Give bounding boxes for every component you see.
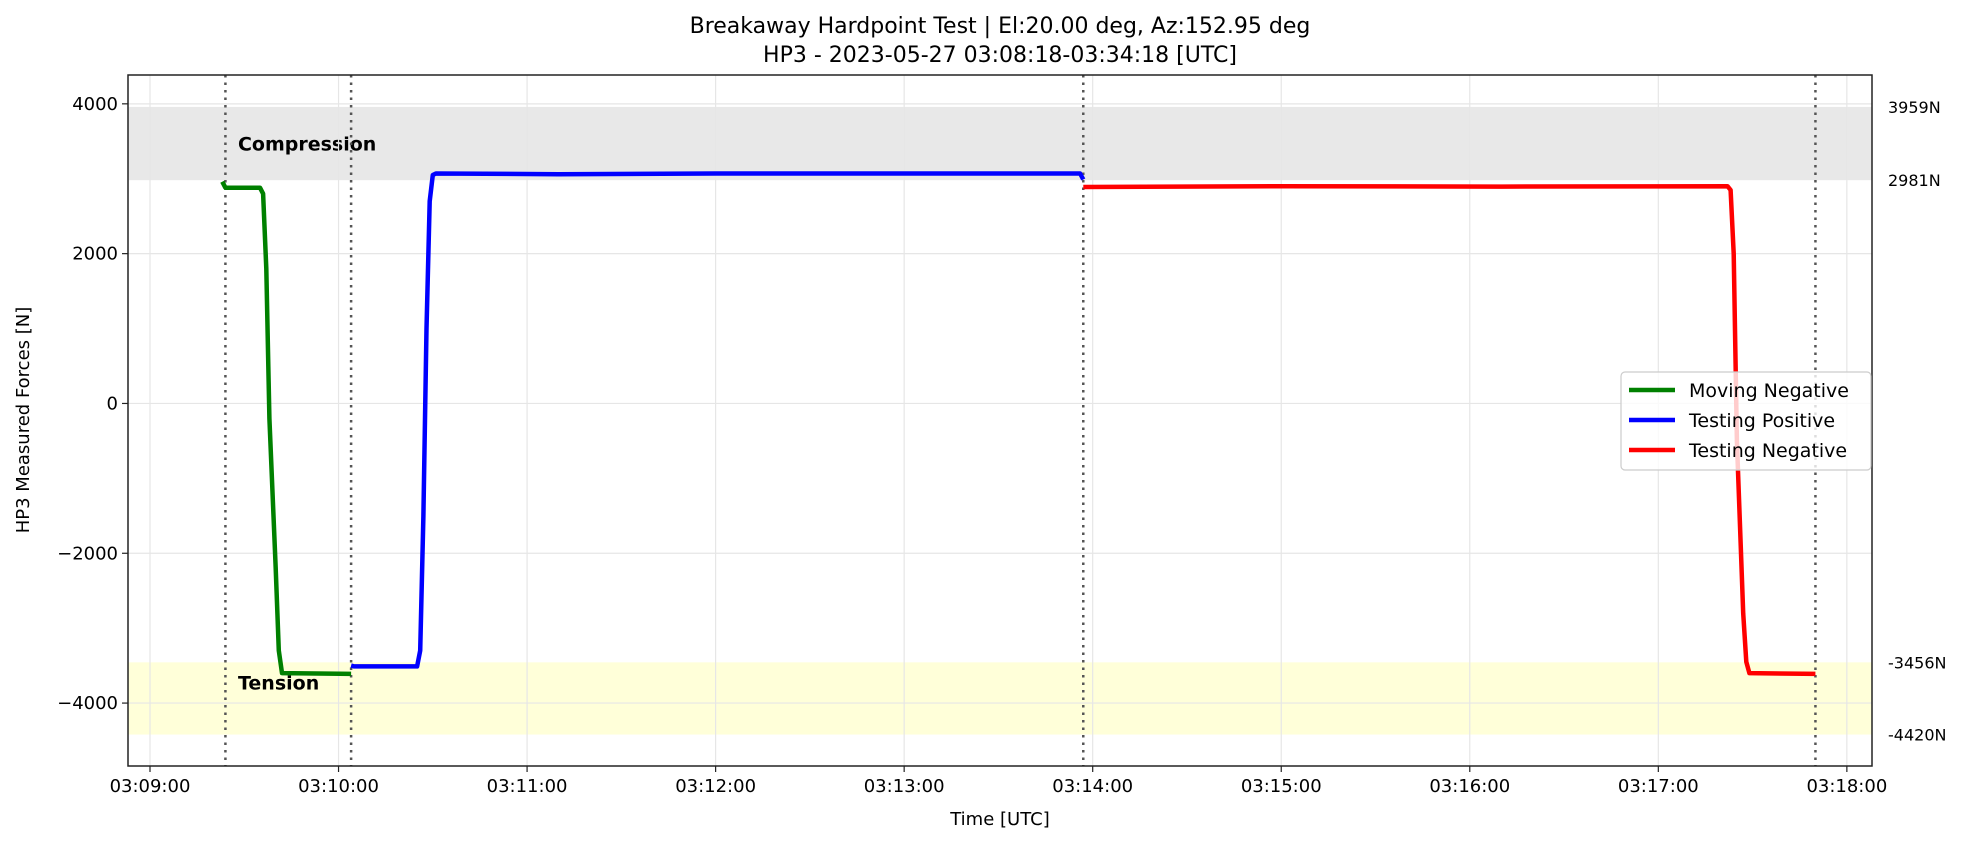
series-lines xyxy=(220,171,1816,677)
legend-label: Testing Negative xyxy=(1688,440,1847,462)
x-tick-label: 03:15:00 xyxy=(1241,776,1322,797)
y-tick-label: −2000 xyxy=(57,543,118,564)
x-tick-label: 03:17:00 xyxy=(1618,776,1699,797)
x-tick-label: 03:09:00 xyxy=(110,776,191,797)
y-tick-label: −4000 xyxy=(57,693,118,714)
band-compression xyxy=(128,106,1872,181)
chart-subtitle: HP3 - 2023-05-27 03:08:18-03:34:18 [UTC] xyxy=(763,43,1237,68)
legend-label: Testing Positive xyxy=(1688,410,1835,432)
series-line-moving-negative xyxy=(220,180,352,677)
right-label: -3456N xyxy=(1888,653,1946,672)
x-tick-label: 03:14:00 xyxy=(1052,776,1133,797)
band-tension xyxy=(128,662,1872,735)
right-label: -4420N xyxy=(1888,726,1946,745)
right-label: 2981N xyxy=(1888,171,1941,190)
right-label: 3959N xyxy=(1888,98,1941,117)
x-tick-label: 03:11:00 xyxy=(487,776,568,797)
legend-box xyxy=(1620,371,1872,471)
right-labels: 3959N 2981N -3456N -4420N xyxy=(1888,98,1946,745)
series-line-testing-positive xyxy=(350,171,1086,669)
y-ticks: 4000 2000 0 −2000 −4000 xyxy=(57,94,128,714)
x-axis-label: Time [UTC] xyxy=(949,809,1050,830)
x-tick-label: 03:16:00 xyxy=(1429,776,1510,797)
band-label: Compression xyxy=(238,133,376,155)
x-ticks: 03:09:00 03:10:00 03:11:00 03:12:00 03:13:00… xyxy=(110,766,1887,797)
x-tick-label: 03:13:00 xyxy=(864,776,945,797)
x-tick-label: 03:10:00 xyxy=(298,776,379,797)
y-tick-label: 0 xyxy=(107,393,118,414)
bands: Compression Tension xyxy=(128,106,1872,735)
grid xyxy=(128,75,1872,766)
chart-title: Breakaway Hardpoint Test | El:20.00 deg,… xyxy=(690,14,1311,39)
y-tick-label: 2000 xyxy=(72,244,118,265)
legend-label: Moving Negative xyxy=(1689,380,1849,402)
x-tick-label: 03:18:00 xyxy=(1806,776,1887,797)
y-tick-label: 4000 xyxy=(72,94,118,115)
plot-frame xyxy=(127,74,1873,767)
x-tick-label: 03:12:00 xyxy=(675,776,756,797)
band-label: Tension xyxy=(238,673,319,695)
legend: Moving Negative Testing Positive Testing N… xyxy=(1620,371,1872,471)
series-line-testing-negative xyxy=(1083,183,1816,677)
y-axis-label: HP3 Measured Forces [N] xyxy=(13,307,34,534)
